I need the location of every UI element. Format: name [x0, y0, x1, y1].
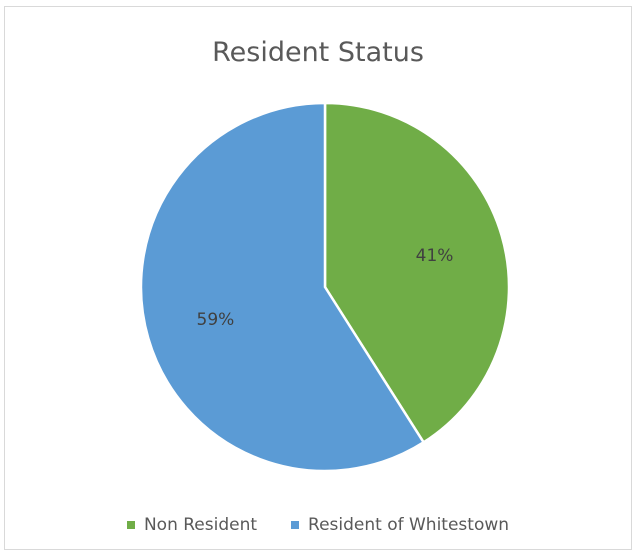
pie-slice-resident-of-whitestown	[139, 101, 426, 473]
chart-title: Resident Status	[212, 37, 424, 68]
data-label-resident-of-whitestown: 59%	[197, 310, 235, 330]
legend-label-non-resident: Non Resident	[143, 515, 258, 535]
legend-swatch-non-resident	[126, 521, 135, 529]
data-label-non-resident: 41%	[416, 246, 454, 266]
pie-chart: 41% 59%	[139, 101, 511, 473]
chart-frame: Resident Status 41% 59% Non Resident Resi…	[4, 6, 632, 550]
legend-item-resident-of-whitestown: Resident of Whitestown	[291, 515, 509, 535]
legend-item-non-resident: Non Resident	[126, 515, 258, 535]
legend-swatch-resident-of-whitestown	[291, 521, 300, 529]
legend-label-resident-of-whitestown: Resident of Whitestown	[308, 515, 510, 535]
legend: Non Resident Resident of Whitestown	[5, 515, 631, 535]
